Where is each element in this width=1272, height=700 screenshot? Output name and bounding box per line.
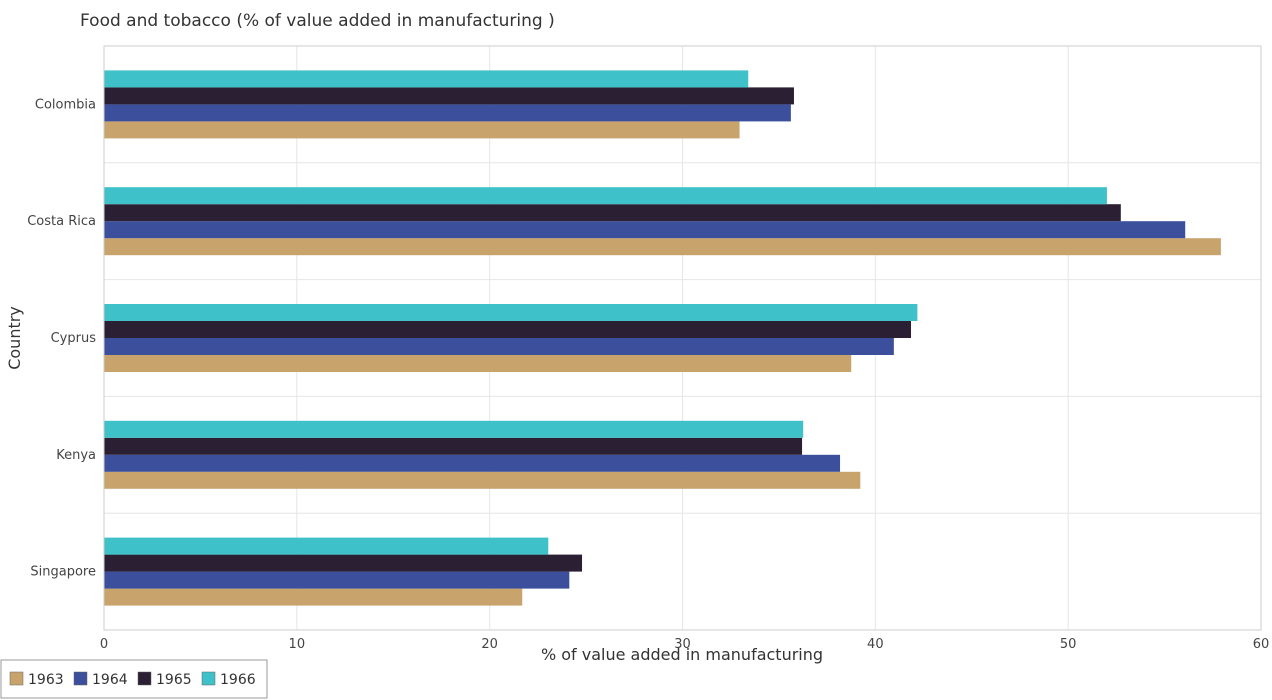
x-axis-label: % of value added in manufacturing [541, 645, 823, 664]
bar [104, 87, 794, 105]
bar [104, 238, 1221, 256]
bar-group [104, 70, 794, 139]
legend-label: 1966 [220, 672, 256, 688]
legend-swatch [201, 671, 216, 686]
legend: 1963 1964 1965 1966 [0, 659, 268, 699]
bar [104, 420, 804, 438]
bar [104, 454, 841, 472]
bar [104, 70, 749, 88]
x-tick-label: 10 [289, 637, 306, 652]
chart-title: Food and tobacco (% of value added in ma… [80, 11, 555, 31]
y-tick-label: Singapore [30, 565, 96, 580]
x-tick-label: 20 [481, 637, 498, 652]
bar-group [104, 420, 861, 489]
bar-group [104, 304, 918, 372]
x-axis-ticks: 0 10 20 30 40 50 60 [100, 637, 1269, 652]
x-tick-label: 0 [100, 637, 108, 652]
y-axis-ticks: Colombia Costa Rica Cyprus Kenya Singapore [27, 97, 96, 579]
bar [104, 588, 523, 606]
x-tick-label: 40 [867, 637, 884, 652]
bar [104, 537, 549, 555]
y-tick-label: Cyprus [51, 331, 97, 346]
bar [104, 221, 1186, 239]
legend-swatch [73, 671, 88, 686]
plot-frame [103, 45, 1262, 631]
legend-swatch [9, 671, 24, 686]
bar [104, 304, 918, 321]
y-axis-label: Country [5, 306, 24, 370]
x-tick-label: 30 [674, 637, 691, 652]
bar [104, 471, 861, 489]
bar [104, 571, 570, 589]
x-tick-label: 50 [1060, 637, 1077, 652]
legend-label: 1965 [156, 672, 192, 688]
y-tick-label: Kenya [56, 448, 96, 463]
bar [104, 338, 894, 355]
bar-group [104, 187, 1221, 256]
y-tick-label: Colombia [35, 97, 96, 112]
bar [104, 104, 791, 122]
legend-swatch [137, 671, 152, 686]
bar [104, 204, 1121, 222]
bar [104, 355, 852, 372]
legend-label: 1963 [28, 672, 64, 688]
legend-box [0, 659, 268, 699]
legend-label: 1964 [92, 672, 128, 688]
bar [104, 187, 1107, 205]
x-tick-label: 60 [1253, 637, 1270, 652]
bar [104, 321, 912, 338]
bar [104, 437, 803, 455]
bar-groups [104, 70, 1221, 606]
y-tick-label: Costa Rica [27, 214, 96, 229]
bar-group [104, 537, 583, 606]
bar [104, 554, 583, 572]
bar [104, 121, 740, 139]
